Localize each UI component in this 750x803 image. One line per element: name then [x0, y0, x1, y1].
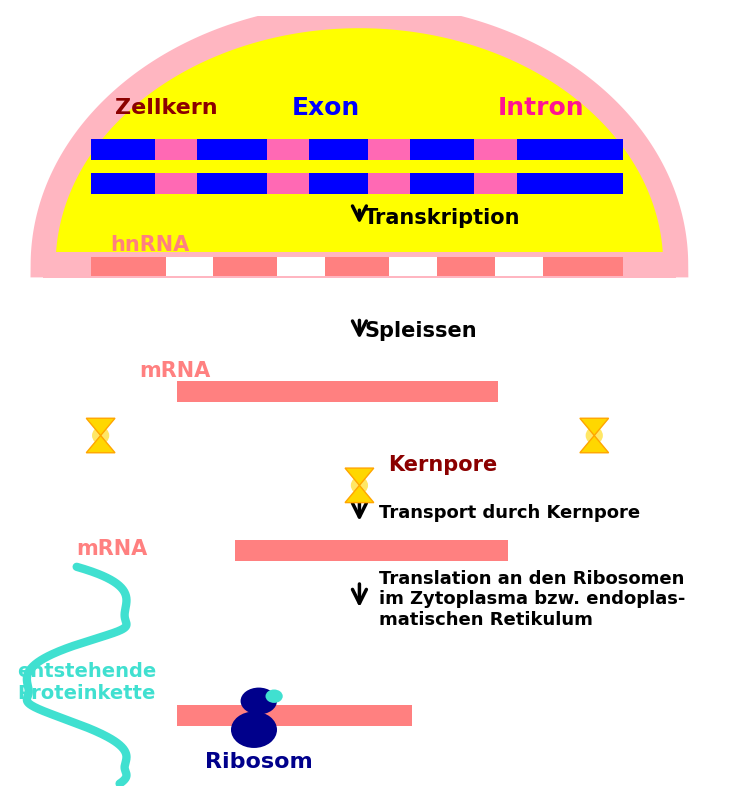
- Text: Transport durch Kernpore: Transport durch Kernpore: [379, 503, 640, 521]
- Text: mRNA: mRNA: [76, 538, 148, 558]
- Bar: [495, 258, 543, 277]
- Text: Kernpore: Kernpore: [388, 454, 497, 475]
- Bar: [474, 173, 517, 195]
- Text: entstehende
Proteinkette: entstehende Proteinkette: [17, 662, 157, 703]
- Ellipse shape: [266, 690, 283, 703]
- Polygon shape: [580, 436, 609, 453]
- Bar: [91, 141, 155, 161]
- Polygon shape: [44, 17, 676, 266]
- Bar: [410, 173, 474, 195]
- Bar: [474, 141, 517, 161]
- Bar: [410, 141, 474, 161]
- Text: Transkription: Transkription: [364, 208, 520, 228]
- Bar: [166, 258, 214, 277]
- Bar: [266, 173, 309, 195]
- Bar: [389, 258, 436, 277]
- Text: Zellkern: Zellkern: [115, 98, 218, 117]
- Polygon shape: [580, 418, 609, 436]
- Bar: [309, 173, 368, 195]
- Bar: [368, 141, 410, 161]
- Polygon shape: [345, 486, 374, 503]
- Bar: [91, 258, 623, 277]
- Text: hnRNA: hnRNA: [110, 234, 190, 255]
- Text: Intron: Intron: [498, 96, 585, 120]
- Ellipse shape: [241, 687, 277, 715]
- Bar: [197, 141, 266, 161]
- Text: Ribosom: Ribosom: [205, 752, 313, 772]
- Polygon shape: [86, 418, 115, 436]
- Bar: [155, 173, 197, 195]
- Text: Exon: Exon: [292, 96, 360, 120]
- Bar: [517, 173, 623, 195]
- Circle shape: [92, 427, 110, 445]
- Bar: [368, 173, 410, 195]
- Bar: [177, 705, 413, 726]
- Circle shape: [586, 427, 603, 445]
- Text: Translation an den Ribosomen
im Zytoplasma bzw. endoplas-
matischen Retikulum: Translation an den Ribosomen im Zytoplas…: [379, 569, 685, 629]
- Bar: [197, 173, 266, 195]
- Circle shape: [351, 477, 368, 495]
- Bar: [266, 141, 309, 161]
- Bar: [177, 381, 499, 402]
- Bar: [278, 258, 325, 277]
- Bar: [309, 141, 368, 161]
- Text: mRNA: mRNA: [139, 361, 210, 381]
- Bar: [517, 141, 623, 161]
- Polygon shape: [86, 436, 115, 453]
- Polygon shape: [345, 468, 374, 486]
- Ellipse shape: [231, 711, 277, 748]
- Bar: [235, 540, 508, 561]
- Text: Spleissen: Spleissen: [364, 320, 477, 340]
- Bar: [155, 141, 197, 161]
- Bar: [91, 173, 155, 195]
